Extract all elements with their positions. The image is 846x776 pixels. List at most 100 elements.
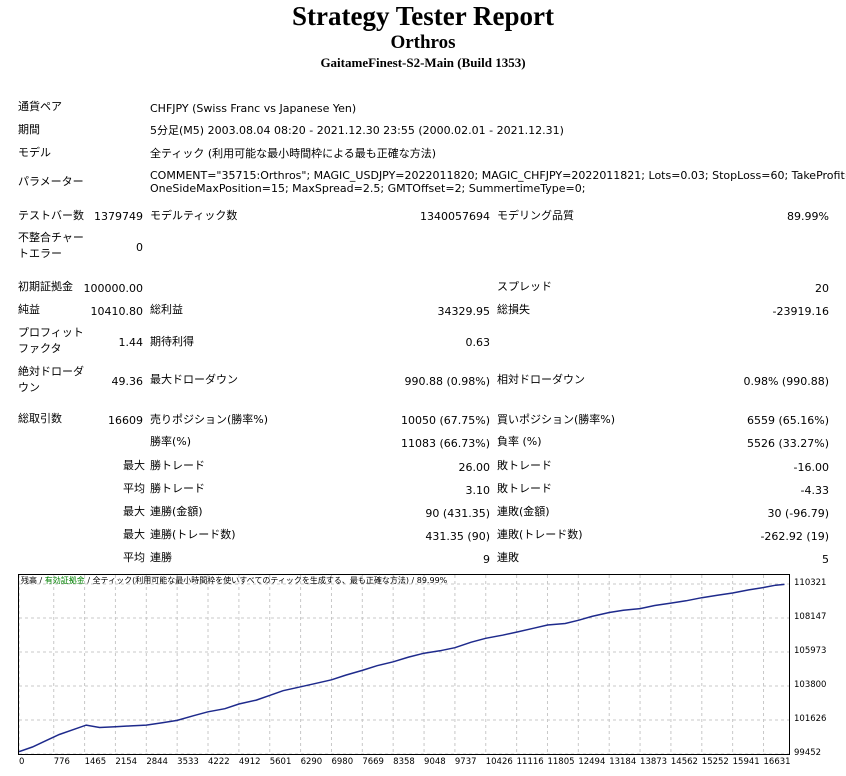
profit-factor-label-1: プロフィット [18, 326, 84, 339]
avg-loss-label: 敗トレード [497, 482, 552, 495]
x-tick-label: 13873 [640, 757, 668, 767]
avg-consec-label: 平均 [123, 551, 145, 564]
period-label: 期間 [18, 123, 40, 136]
x-tick-label: 5601 [269, 757, 292, 767]
params-line-1: COMMENT="35715:Orthros"; MAGIC_USDJPY=20… [150, 169, 846, 182]
x-tick-label: 3533 [177, 757, 199, 767]
period-value: 5分足(M5) 2003.08.04 08:20 - 2021.12.30 23… [150, 124, 564, 137]
x-tick-label: 6980 [331, 757, 354, 767]
net-value: 10410.80 [90, 305, 144, 318]
gross-loss-value: -23919.16 [772, 305, 829, 318]
spread-label: スプレッド [497, 280, 552, 293]
legend-sep-3: / [408, 576, 417, 585]
short-positions-label: 売りポジション(勝率%) [150, 413, 269, 426]
x-tick-label: 6290 [300, 757, 323, 767]
chart-legend: 残高 / 有効証拠金 / 全ティック(利用可能な最小時間枠を使いすべてのティック… [21, 576, 447, 586]
balance-chart-plot [19, 575, 789, 754]
max-drawdown-label: 最大ドローダウン [150, 373, 238, 386]
avg-consec-losses-label: 連敗 [497, 551, 519, 564]
max-consec-losses-label: 連敗(金額) [497, 505, 550, 518]
abs-drawdown-label-2: ウン [18, 381, 40, 394]
quality-value: 89.99% [787, 210, 829, 223]
profit-factor-label-2: ファクタ [18, 342, 62, 355]
win-rate-value: 11083 (66.73%) [400, 437, 490, 450]
long-positions-value: 6559 (65.16%) [746, 414, 829, 427]
long-positions-label: 買いポジション(勝率%) [497, 413, 616, 426]
max-consec-label-2: 最大 [123, 528, 145, 541]
x-tick-label: 11116 [516, 757, 544, 767]
model-value: 全ティック (利用可能な最小時間枠による最も正確な方法) [150, 147, 437, 160]
x-tick-label: 8358 [393, 757, 415, 767]
deposit-value: 100000.00 [83, 282, 144, 295]
params-label: パラメーター [18, 175, 84, 188]
max-consec-profit-value: 431.35 (90) [425, 530, 490, 543]
legend-equity: 有効証拠金 [44, 576, 85, 585]
loss-rate-value: 5526 (33.27%) [746, 437, 829, 450]
model-label: モデル [18, 146, 51, 159]
largest-loss-label: 敗トレード [497, 459, 552, 472]
ticks-label: モデルティック数 [150, 209, 238, 222]
avg-win-value: 3.10 [465, 484, 491, 497]
x-tick-label: 776 [53, 757, 70, 767]
server-name: GaitameFinest-S2-Main (Build 1353) [320, 55, 526, 70]
y-tick-label: 108147 [794, 612, 827, 623]
quality-label: モデリング品質 [497, 209, 574, 222]
win-rate-label: 勝率(%) [150, 435, 192, 448]
max-consec-losses-value: 30 (-96.79) [767, 507, 829, 520]
balance-chart [18, 574, 790, 755]
abs-drawdown-label-1: 絶対ドローダ [18, 365, 84, 378]
x-tick-label: 0 [19, 757, 25, 767]
max-consec-loss-label: 連敗(トレード数) [497, 528, 583, 541]
bars-value: 1379749 [94, 210, 143, 223]
x-tick-label: 14562 [670, 757, 698, 767]
short-positions-value: 10050 (67.75%) [400, 414, 490, 427]
y-tick-label: 103800 [794, 680, 827, 690]
symbol-label: 通貨ペア [18, 100, 62, 113]
avg-consec-wins-value: 9 [483, 553, 490, 566]
avg-loss-value: -4.33 [800, 484, 829, 497]
report-subtitle: Orthros [390, 32, 456, 53]
max-drawdown-value: 990.88 (0.98%) [404, 375, 490, 388]
x-tick-label: 13184 [609, 757, 637, 767]
y-tick-label: 110321 [794, 578, 827, 589]
x-tick-label: 10426 [485, 757, 513, 767]
avg-consec-wins-label: 連勝 [150, 551, 172, 564]
ticks-value: 1340057694 [420, 210, 490, 223]
legend-quality: 89.99% [416, 576, 448, 585]
max-consec-label-1: 最大 [123, 505, 145, 518]
avg-win-label: 勝トレード [150, 482, 205, 495]
chart-grid [19, 575, 789, 754]
x-tick-label: 15252 [701, 757, 729, 767]
spread-value: 20 [815, 282, 829, 295]
profit-factor-value: 1.44 [118, 336, 144, 349]
x-tick-label: 12494 [578, 757, 606, 767]
legend-sep-1: / [37, 576, 45, 585]
x-tick-label: 15941 [732, 757, 760, 767]
x-tick-label: 4912 [238, 757, 261, 767]
legend-balance: 残高 [21, 576, 37, 585]
mismatch-label-2: トエラー [18, 247, 62, 260]
x-tick-label: 2844 [146, 757, 168, 767]
x-tick-label: 1465 [84, 757, 107, 767]
legend-sep-2: / [84, 576, 93, 585]
x-tick-label: 2154 [115, 757, 138, 767]
x-tick-label: 4222 [208, 757, 230, 767]
legend-model: 全ティック(利用可能な最小時間枠を使いすべてのティックを生成する、最も正確な方法… [92, 576, 409, 585]
max-consec-wins-label: 連勝(金額) [150, 505, 203, 518]
report-title: Strategy Tester Report [292, 1, 554, 31]
rel-drawdown-label: 相対ドローダウン [497, 373, 585, 386]
expected-payoff-label: 期待利得 [150, 335, 194, 348]
y-tick-label: 99452 [794, 748, 822, 758]
max-consec-wins-value: 90 (431.35) [425, 507, 490, 520]
average-label: 平均 [123, 482, 145, 495]
x-tick-label: 11805 [547, 757, 575, 767]
bars-label: テストバー数 [18, 209, 84, 222]
total-trades-value: 16609 [108, 414, 143, 427]
x-tick-label: 16631 [763, 757, 791, 767]
max-consec-loss-value: -262.92 (19) [760, 530, 829, 543]
expected-payoff-value: 0.63 [465, 336, 491, 349]
gross-loss-label: 総損失 [497, 303, 530, 316]
x-tick-label: 7669 [362, 757, 384, 767]
y-tick-label: 105973 [794, 646, 827, 657]
deposit-label: 初期証拠金 [18, 280, 73, 293]
